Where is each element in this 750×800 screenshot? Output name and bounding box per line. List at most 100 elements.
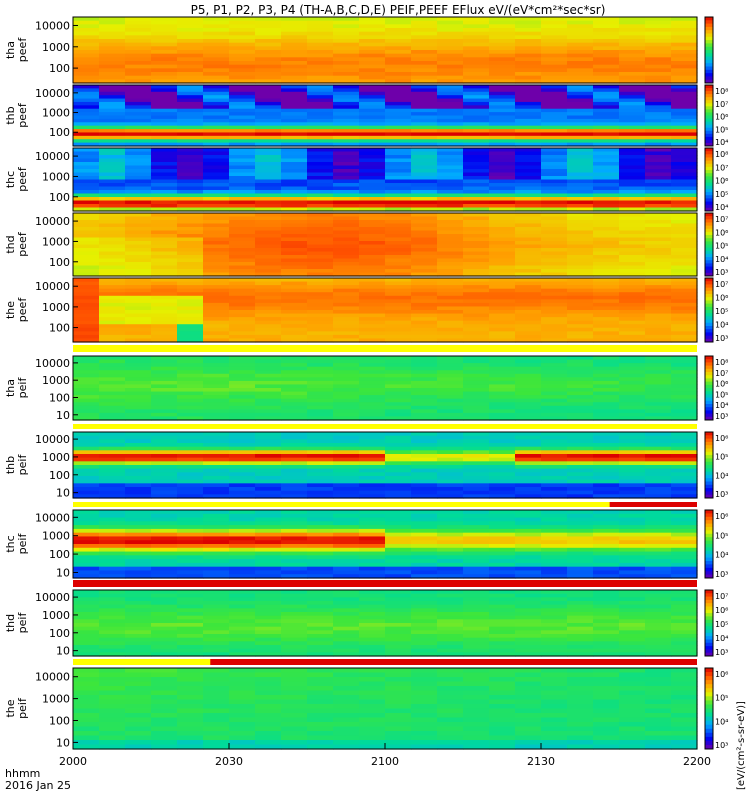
heatmap-cell [73,64,100,69]
heatmap-cell [515,532,542,538]
heatmap-cell [229,299,256,304]
heatmap-cell [541,265,568,270]
heatmap-cell [151,356,178,361]
panel-probe-label: thb [4,456,17,474]
heatmap-cell [229,197,256,202]
heatmap-cell [463,118,490,123]
heatmap-cell [203,162,230,167]
heatmap-cell [385,528,412,534]
heatmap-cell [515,320,542,325]
heatmap-cell [177,320,204,325]
panel-product-label: peif [16,533,29,555]
heatmap-cell [99,432,126,437]
heatmap-cell [125,269,152,274]
heatmap-cell [541,686,568,692]
heatmap-cell [567,726,594,732]
y-tick-label: 10000 [35,591,70,604]
heatmap-cell [151,213,178,218]
heatmap-cell [411,555,438,560]
heatmap-cell [541,142,568,147]
heatmap-cell [515,366,542,371]
heatmap-cell [411,472,438,477]
heatmap-cell [203,648,230,653]
heatmap-cell [255,487,282,492]
heatmap-cell [151,363,178,368]
heatmap-cell [385,320,412,325]
heatmap-cell [593,686,620,692]
heatmap-cell [463,356,490,361]
heatmap-cell [125,593,152,598]
heatmap-cell [645,28,672,33]
heatmap-cell [125,262,152,267]
heatmap-cell [411,176,438,181]
heatmap-cell [177,28,204,33]
heatmap-cell [515,744,542,750]
heatmap-cell [203,57,230,62]
heatmap-cell [359,334,386,340]
colorbar-tick-label: 10⁴ [715,203,728,212]
colorbar-segment [705,516,713,521]
colorbar-segment [705,404,713,408]
heatmap-cell [593,439,620,444]
heatmap-cell [645,713,672,719]
heatmap-cell [541,220,568,225]
heatmap-cell [645,165,672,170]
heatmap-cell [411,64,438,69]
heatmap-cell [567,388,594,393]
heatmap-cell [463,690,490,696]
heatmap-cell [229,324,256,329]
heatmap-cell [203,95,230,100]
heatmap-cell [333,269,360,274]
heatmap-cell [151,278,178,283]
heatmap-cell [463,652,490,657]
heatmap-cell [541,88,568,93]
heatmap-cell [489,28,516,33]
heatmap-cell [411,135,438,140]
heatmap-cell [411,630,438,635]
y-tick-label: 100 [49,322,70,335]
colorbar-segment [705,313,713,317]
heatmap-cell [385,623,412,628]
heatmap-cell [229,139,256,144]
heatmap-cell [359,331,386,336]
heatmap-cell [229,699,256,705]
heatmap-cell [177,183,204,188]
heatmap-cell [619,668,646,674]
heatmap-cell [255,299,282,304]
heatmap-cell [645,490,672,495]
heatmap-cell [385,446,412,451]
heatmap-cell [645,363,672,368]
heatmap-cell [255,363,282,368]
heatmap-cell [593,377,620,382]
heatmap-cell [177,302,204,308]
heatmap-cell [359,722,386,728]
colorbar-segment [705,636,713,640]
heatmap-cell [385,162,412,167]
heatmap-cell [645,388,672,393]
heatmap-cell [411,327,438,332]
heatmap-cell [489,490,516,495]
heatmap-cell [281,105,308,110]
heatmap-cell [203,142,230,147]
heatmap-cell [203,490,230,495]
heatmap-cell [489,241,516,246]
heatmap-cell [593,237,620,242]
heatmap-cell [463,158,490,163]
heatmap-cell [541,165,568,170]
heatmap-cell [281,461,308,466]
heatmap-cell [411,540,438,545]
heatmap-cell [359,278,386,283]
heatmap-cell [593,551,620,556]
colorbar-segment [705,530,713,535]
heatmap-cell [229,272,256,277]
heatmap-cell [463,744,490,750]
heatmap-cell [73,183,100,188]
heatmap-cell [203,377,230,382]
heatmap-cell [229,255,256,260]
heatmap-cell [359,115,386,120]
heatmap-cell [255,176,282,181]
heatmap-cell [73,155,100,160]
heatmap-cell [203,356,230,361]
heatmap-cell [333,398,360,403]
heatmap-cell [307,412,334,418]
